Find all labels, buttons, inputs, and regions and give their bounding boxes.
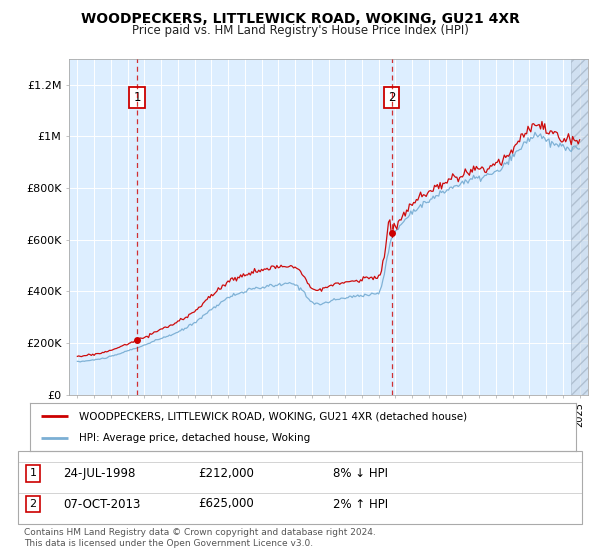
Text: 2% ↑ HPI: 2% ↑ HPI [333,497,388,511]
Text: Contains HM Land Registry data © Crown copyright and database right 2024.
This d: Contains HM Land Registry data © Crown c… [24,528,376,548]
Text: 8% ↓ HPI: 8% ↓ HPI [333,466,388,480]
Text: 07-OCT-2013: 07-OCT-2013 [63,497,140,511]
Text: WOODPECKERS, LITTLEWICK ROAD, WOKING, GU21 4XR: WOODPECKERS, LITTLEWICK ROAD, WOKING, GU… [80,12,520,26]
Bar [571,59,588,395]
Text: 24-JUL-1998: 24-JUL-1998 [63,466,136,480]
Text: 2: 2 [388,91,395,104]
Text: £625,000: £625,000 [198,497,254,511]
Text: WOODPECKERS, LITTLEWICK ROAD, WOKING, GU21 4XR (detached house): WOODPECKERS, LITTLEWICK ROAD, WOKING, GU… [79,411,467,421]
Text: £212,000: £212,000 [198,466,254,480]
Text: 1: 1 [29,468,37,478]
Text: 1: 1 [133,91,141,104]
Text: Price paid vs. HM Land Registry's House Price Index (HPI): Price paid vs. HM Land Registry's House … [131,24,469,36]
Text: 2: 2 [29,499,37,509]
Text: HPI: Average price, detached house, Woking: HPI: Average price, detached house, Woki… [79,433,310,443]
